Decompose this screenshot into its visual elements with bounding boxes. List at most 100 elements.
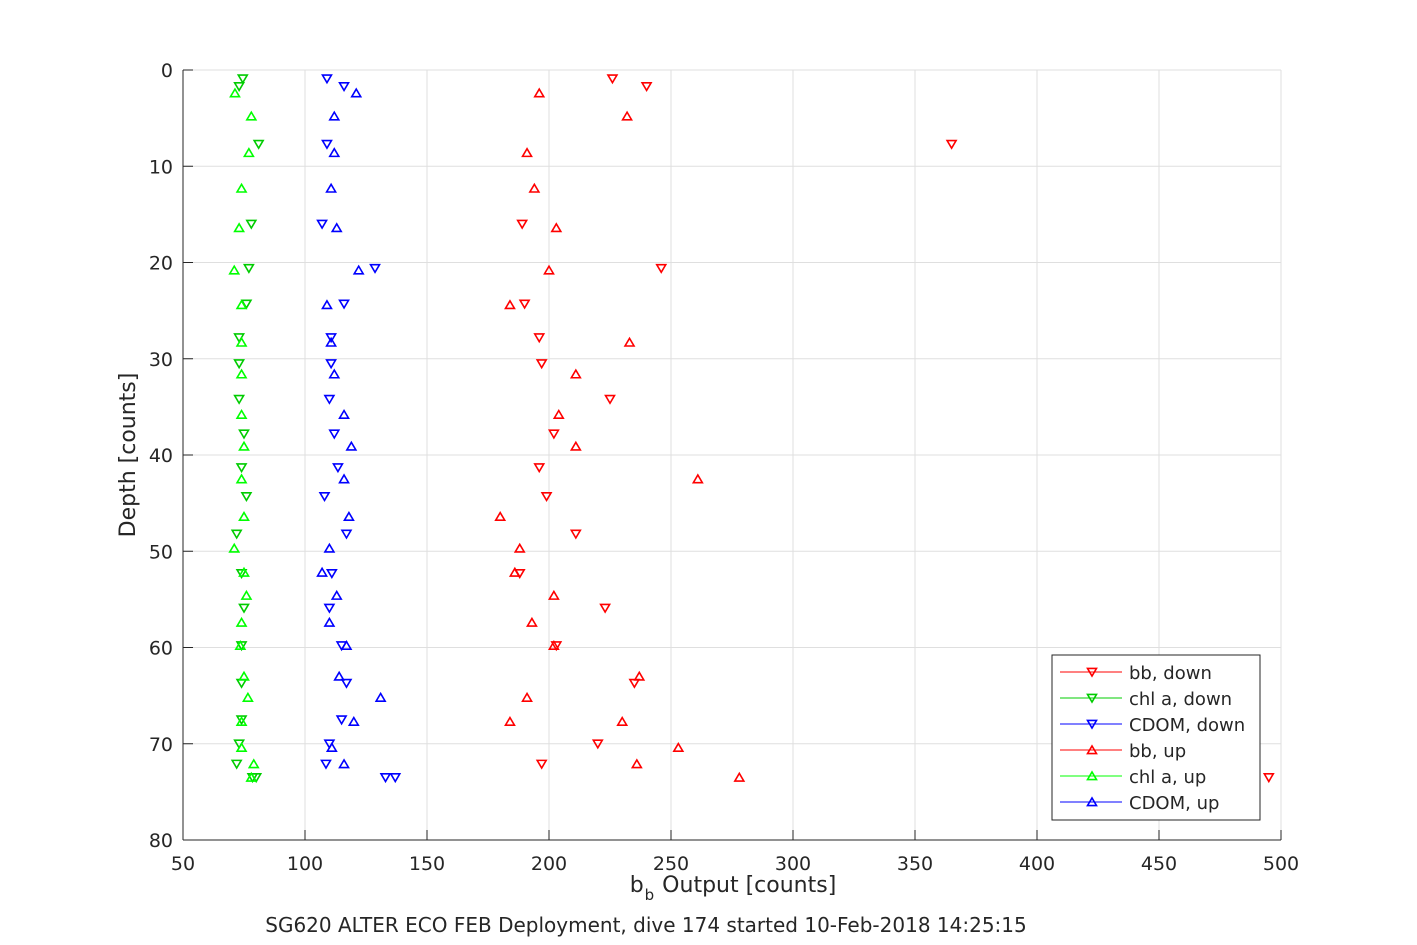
- marker-up-triangle: [330, 589, 343, 600]
- x-tick-label: 350: [897, 853, 933, 875]
- x-axis-label: b b Output [counts]: [630, 873, 837, 904]
- x-tick-label: 450: [1141, 853, 1177, 875]
- marker-down-triangle: [320, 759, 332, 770]
- y-tick-label: 70: [149, 734, 173, 756]
- marker-up-triangle: [569, 368, 582, 379]
- legend: bb, down chl a, down CDOM, down bb, up chl a…: [1051, 654, 1261, 821]
- x-axis-label-base: b: [630, 873, 644, 898]
- y-tick-label: 20: [149, 253, 173, 275]
- marker-up-triangle: [338, 473, 350, 484]
- marker-down-triangle: [535, 759, 548, 770]
- y-tick-label: 30: [149, 349, 173, 371]
- legend-marker: [1086, 770, 1098, 781]
- marker-up-triangle: [245, 110, 258, 121]
- y-axis-label: Depth [counts]: [116, 373, 141, 538]
- marker-up-triangle: [547, 589, 560, 600]
- x-tick-label: 400: [1019, 853, 1055, 875]
- marker-up-triangle: [513, 542, 526, 553]
- marker-down-triangle: [316, 219, 328, 230]
- marker-down-triangle: [379, 773, 392, 784]
- x-tick-label: 50: [171, 853, 195, 875]
- marker-down-triangle: [569, 529, 582, 540]
- marker-up-triangle: [633, 670, 646, 681]
- legend-marker: [1086, 719, 1098, 730]
- legend-label: CDOM, down: [1129, 715, 1245, 736]
- marker-down-triangle: [325, 568, 338, 580]
- marker-down-triangle: [535, 359, 548, 370]
- marker-up-triangle: [328, 368, 341, 379]
- marker-down-triangle: [235, 463, 248, 474]
- marker-up-triangle: [547, 639, 560, 650]
- marker-down-triangle: [640, 81, 653, 92]
- marker-down-triangle: [335, 715, 348, 726]
- marker-down-triangle: [547, 429, 560, 440]
- marker-up-triangle: [235, 408, 248, 419]
- y-tick-label: 40: [149, 445, 173, 467]
- x-tick-label: 200: [531, 853, 567, 875]
- marker-down-triangle: [235, 641, 248, 652]
- y-tick-label: 0: [161, 60, 173, 82]
- footer-title: SG620 ALTER ECO FEB Deployment, dive 174…: [265, 913, 1026, 937]
- marker-up-triangle: [616, 715, 629, 727]
- marker-down-triangle: [325, 359, 338, 370]
- marker-up-triangle: [508, 566, 521, 577]
- marker-up-triangle: [228, 264, 241, 275]
- marker-down-triangle: [328, 429, 341, 440]
- y-tick-label: 60: [149, 638, 173, 660]
- marker-down-triangle: [318, 491, 331, 503]
- legend-marker: [1086, 796, 1098, 807]
- marker-down-triangle: [233, 81, 246, 92]
- marker-up-triangle: [235, 336, 248, 347]
- marker-up-triangle: [235, 715, 248, 727]
- marker-up-triangle: [350, 87, 363, 98]
- marker-down-triangle: [1262, 773, 1275, 784]
- marker-up-triangle: [325, 182, 338, 193]
- legend-marker: [1086, 667, 1098, 678]
- marker-up-triangle: [494, 510, 507, 522]
- legend-label: bb, up: [1129, 741, 1186, 762]
- marker-down-triangle: [252, 139, 265, 150]
- marker-down-triangle: [233, 359, 246, 370]
- marker-down-triangle: [338, 299, 350, 310]
- marker-up-triangle: [691, 473, 704, 484]
- marker-up-triangle: [242, 147, 255, 158]
- marker-down-triangle: [230, 759, 243, 770]
- marker-up-triangle: [521, 691, 533, 702]
- marker-up-triangle: [504, 299, 516, 310]
- marker-down-triangle: [325, 333, 338, 344]
- x-axis-label-sub: b: [645, 886, 655, 904]
- marker-down-triangle: [606, 74, 619, 85]
- marker-up-triangle: [340, 639, 353, 650]
- marker-up-triangle: [228, 542, 241, 553]
- marker-down-triangle: [230, 529, 243, 540]
- marker-up-triangle: [235, 368, 248, 379]
- series-chl-a-up: [228, 87, 260, 782]
- series-bb-down: [513, 74, 1275, 784]
- marker-up-triangle: [345, 440, 358, 451]
- marker-down-triangle: [323, 603, 336, 614]
- marker-up-triangle: [245, 771, 258, 782]
- marker-up-triangle: [235, 616, 248, 627]
- marker-down-triangle: [242, 263, 255, 274]
- marker-up-triangle: [521, 147, 533, 158]
- legend-label: CDOM, up: [1129, 793, 1219, 814]
- marker-up-triangle: [328, 110, 341, 121]
- marker-up-triangle: [526, 616, 538, 627]
- marker-down-triangle: [321, 139, 333, 150]
- marker-up-triangle: [325, 336, 338, 347]
- marker-up-triangle: [234, 639, 247, 650]
- marker-down-triangle: [245, 219, 258, 230]
- marker-down-triangle: [323, 394, 336, 405]
- marker-down-triangle: [591, 739, 604, 750]
- marker-up-triangle: [238, 510, 250, 522]
- marker-up-triangle: [352, 264, 365, 275]
- marker-down-triangle: [389, 773, 402, 784]
- marker-down-triangle: [540, 491, 553, 503]
- marker-up-triangle: [240, 589, 253, 600]
- marker-down-triangle: [338, 81, 350, 92]
- marker-down-triangle: [246, 773, 259, 784]
- x-tick-label: 300: [775, 853, 811, 875]
- legend-label: chl a, down: [1129, 689, 1232, 710]
- marker-up-triangle: [325, 741, 338, 753]
- marker-up-triangle: [504, 715, 516, 727]
